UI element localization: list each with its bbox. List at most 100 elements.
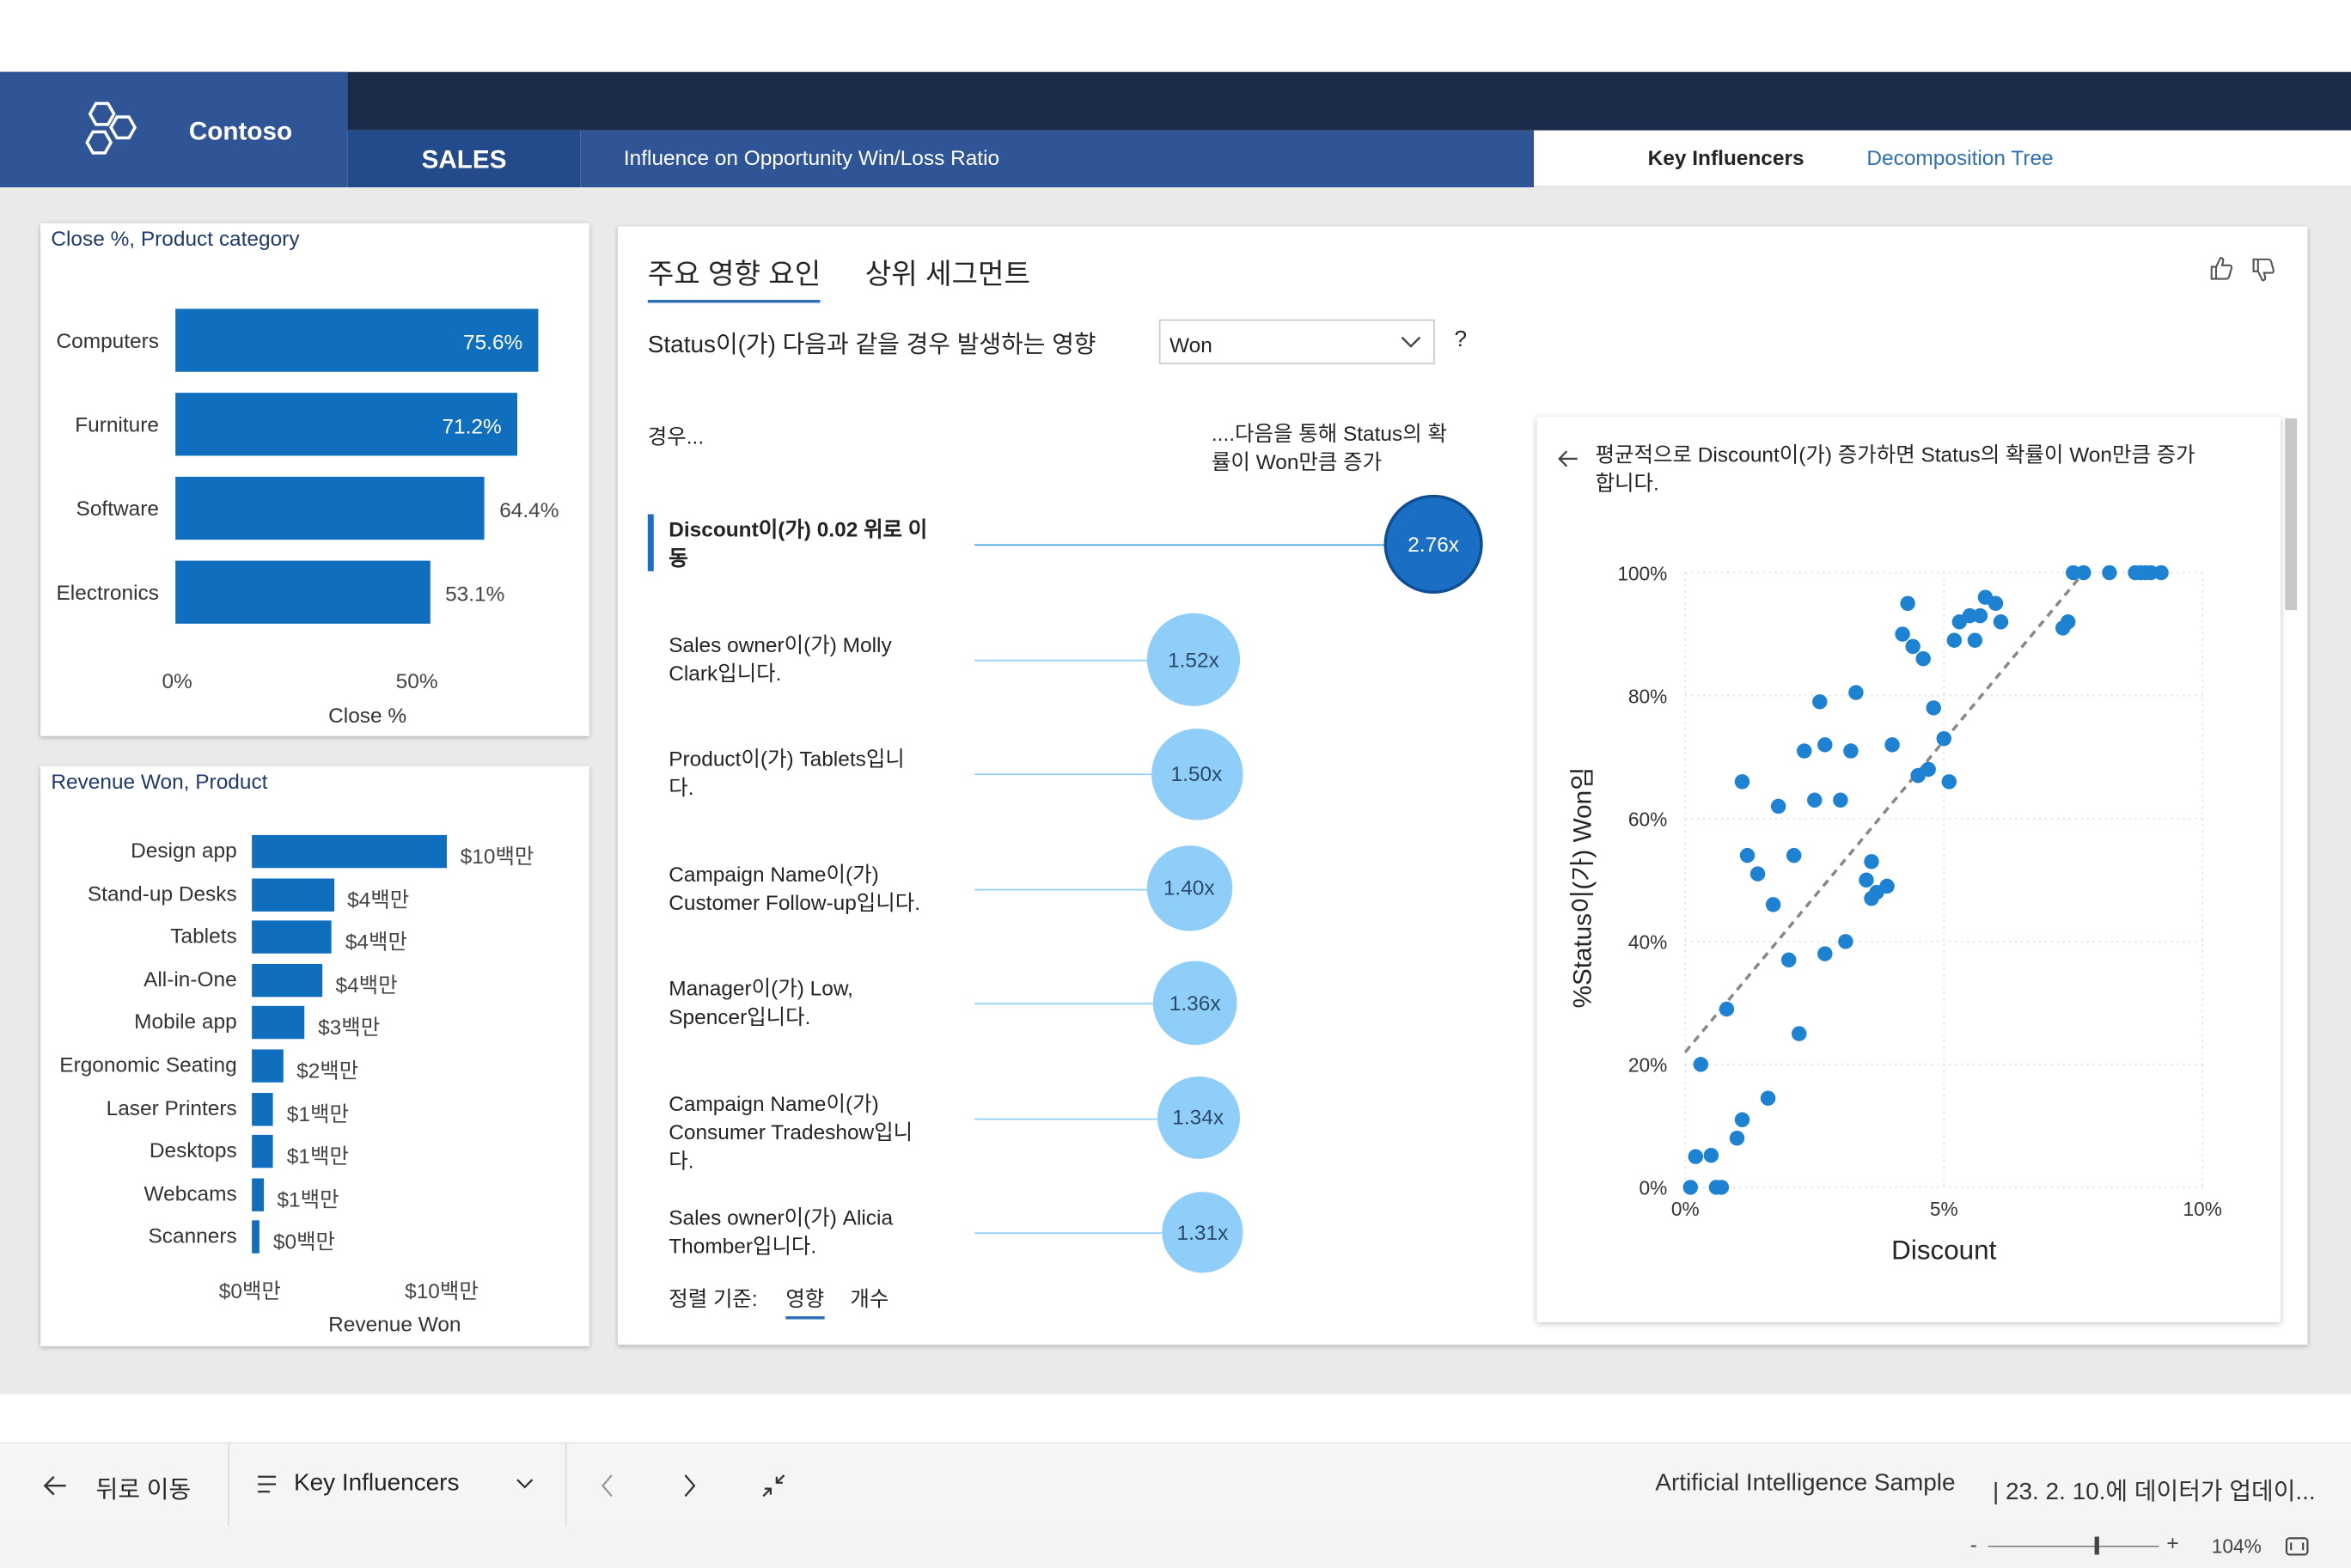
scatter-point — [1719, 1001, 1735, 1017]
scatter-point — [1765, 897, 1781, 912]
scatter-point — [1713, 1180, 1730, 1195]
revenue-bar[interactable] — [252, 1049, 284, 1083]
close-bar[interactable] — [175, 393, 517, 456]
panel-scrollbar[interactable] — [2285, 418, 2298, 611]
back-button-label[interactable]: 뒤로 이동 — [95, 1478, 192, 1504]
revenue-bar[interactable] — [252, 1092, 274, 1126]
zoom-out-button[interactable]: - — [1969, 1532, 1977, 1557]
next-page-icon[interactable] — [682, 1473, 697, 1498]
scatter-point — [1770, 798, 1786, 815]
revenue-product-label: Ergonomic Seating — [59, 1052, 237, 1077]
connector-line — [974, 544, 1388, 546]
trend-line — [1683, 571, 2085, 1053]
close-bar[interactable] — [175, 308, 539, 372]
revenue-bar[interactable] — [252, 1135, 274, 1168]
revenue-bar[interactable] — [252, 920, 333, 955]
close-category-label: Furniture — [75, 412, 159, 436]
collapse-icon[interactable] — [761, 1473, 785, 1498]
revenue-bar[interactable] — [252, 877, 334, 912]
scatter-point — [1734, 774, 1750, 790]
zoom-slider-thumb[interactable] — [2094, 1536, 2099, 1555]
influencer-label-line: Sales owner이(가) Molly — [669, 631, 892, 656]
revenue-product-label: Laser Printers — [106, 1095, 237, 1120]
sort-by-impact[interactable]: 영향 — [785, 1284, 825, 1320]
thumbs-down-icon[interactable] — [2249, 256, 2275, 283]
influencer-label: Sales owner이(가) Molly Clark입니다. — [669, 631, 954, 687]
revenue-axis-label: Revenue Won — [328, 1311, 461, 1336]
status-dropdown[interactable]: Won — [1158, 319, 1435, 365]
revenue-bar[interactable] — [252, 834, 447, 869]
close-axis-label: Close % — [328, 703, 407, 728]
discount-scatter-chart: 0% 20% 40% 60% 80% 100% 0% 5% 10% Discount %Status… — [1568, 562, 2222, 1266]
thumbs-up-icon[interactable] — [2207, 255, 2233, 282]
page-selector-label[interactable]: Key Influencers — [294, 1470, 460, 1497]
zoom-slider[interactable] — [1988, 1545, 2159, 1547]
influence-bubble[interactable]: 1.40x — [1145, 845, 1232, 931]
influence-bubble[interactable]: 1.50x — [1151, 728, 1243, 820]
revenue-won-card[interactable]: Revenue Won, Product Design app $10백만 Stan… — [40, 766, 589, 1346]
x-axis-label: Discount — [1891, 1235, 1996, 1266]
close-bar[interactable] — [175, 560, 431, 624]
scatter-point — [1879, 878, 1895, 894]
connector-line — [974, 888, 1146, 890]
revenue-bar[interactable] — [252, 1221, 260, 1254]
tab-top-segments[interactable]: 상위 세그먼트 — [864, 259, 1031, 291]
contoso-logo-icon — [85, 101, 137, 155]
close-category-label: Computers — [56, 328, 159, 353]
previous-page-icon[interactable] — [600, 1473, 614, 1498]
close-bar[interactable] — [175, 476, 485, 540]
influence-bubble[interactable]: 1.31x — [1162, 1192, 1243, 1273]
influence-bubble[interactable]: 2.76x — [1387, 497, 1481, 591]
data-updated-status: | 23. 2. 10.에 데이터가 업데이... — [1992, 1480, 2316, 1505]
status-dropdown-value: Won — [1169, 333, 1212, 357]
revenue-bar[interactable] — [252, 963, 322, 998]
detail-panel: 평균적으로 Discount이(가) 증가하면 Status의 확률이 Won만… — [1536, 417, 2281, 1323]
x-tick-label: 5% — [1930, 1198, 1958, 1220]
fit-to-page-icon[interactable] — [2285, 1537, 2309, 1557]
scatter-point — [1739, 847, 1756, 863]
status-bar: - + 104% — [0, 1526, 2351, 1568]
scatter-point — [1682, 1180, 1699, 1195]
scatter-point — [2143, 564, 2159, 581]
y-tick-label: 20% — [1628, 1054, 1667, 1077]
scatter-point — [1688, 1149, 1704, 1164]
scatter-point — [2076, 564, 2091, 581]
revenue-value-label: $1백만 — [286, 1144, 349, 1168]
scatter-point — [1941, 774, 1957, 790]
influence-bubble[interactable]: 1.34x — [1157, 1076, 1240, 1159]
right-header-line2: 률이 Won만큼 증가 — [1211, 449, 1383, 474]
help-icon[interactable]: ? — [1454, 326, 1468, 353]
key-influencers-visual[interactable]: 주요 영향 요인 상위 세그먼트 Status이(가) 다음과 같을 경우 발생… — [617, 226, 2308, 1345]
scatter-point — [1993, 614, 2009, 630]
scatter-point — [1843, 743, 1859, 759]
tab-key-influencers[interactable]: 주요 영향 요인 — [647, 252, 821, 303]
close-category-label: Software — [76, 496, 159, 521]
close-category-label: Electronics — [56, 580, 159, 605]
back-arrow-icon[interactable] — [1558, 449, 1579, 467]
influencer-label-line: Clark입니다. — [669, 660, 782, 685]
zoom-in-button[interactable]: + — [2166, 1530, 2179, 1555]
influencer-label-line: 동 — [669, 546, 688, 570]
connector-line — [974, 658, 1147, 661]
connector-line — [974, 1003, 1153, 1005]
close-percent-card[interactable]: Close %, Product category Computers 75.6%… — [40, 223, 589, 736]
close-axis-tick-50: 50% — [395, 668, 438, 693]
sales-section-tab[interactable]: SALES — [347, 130, 581, 188]
influencer-label-line: 다. — [669, 1147, 694, 1172]
back-arrow-icon[interactable] — [43, 1475, 68, 1496]
influence-bubble[interactable]: 1.52x — [1146, 612, 1241, 705]
influence-bubble[interactable]: 1.36x — [1152, 961, 1237, 1046]
chevron-down-icon[interactable] — [516, 1478, 534, 1490]
nav-key-influencers[interactable]: Key Influencers — [1647, 145, 1804, 170]
scatter-point — [1926, 700, 1941, 716]
connector-line — [974, 1232, 1163, 1235]
nav-decomposition-tree[interactable]: Decomposition Tree — [1866, 145, 2054, 170]
revenue-product-label: Webcams — [144, 1181, 237, 1205]
revenue-bar[interactable] — [252, 1006, 305, 1040]
sort-by-count[interactable]: 개수 — [850, 1286, 889, 1311]
influencer-label-line: 다. — [669, 775, 694, 800]
influencer-label: Product이(가) Tablets입니 다. — [669, 745, 954, 802]
revenue-product-label: Mobile app — [134, 1009, 237, 1034]
revenue-bar[interactable] — [252, 1178, 264, 1211]
scatter-point — [2066, 564, 2081, 581]
